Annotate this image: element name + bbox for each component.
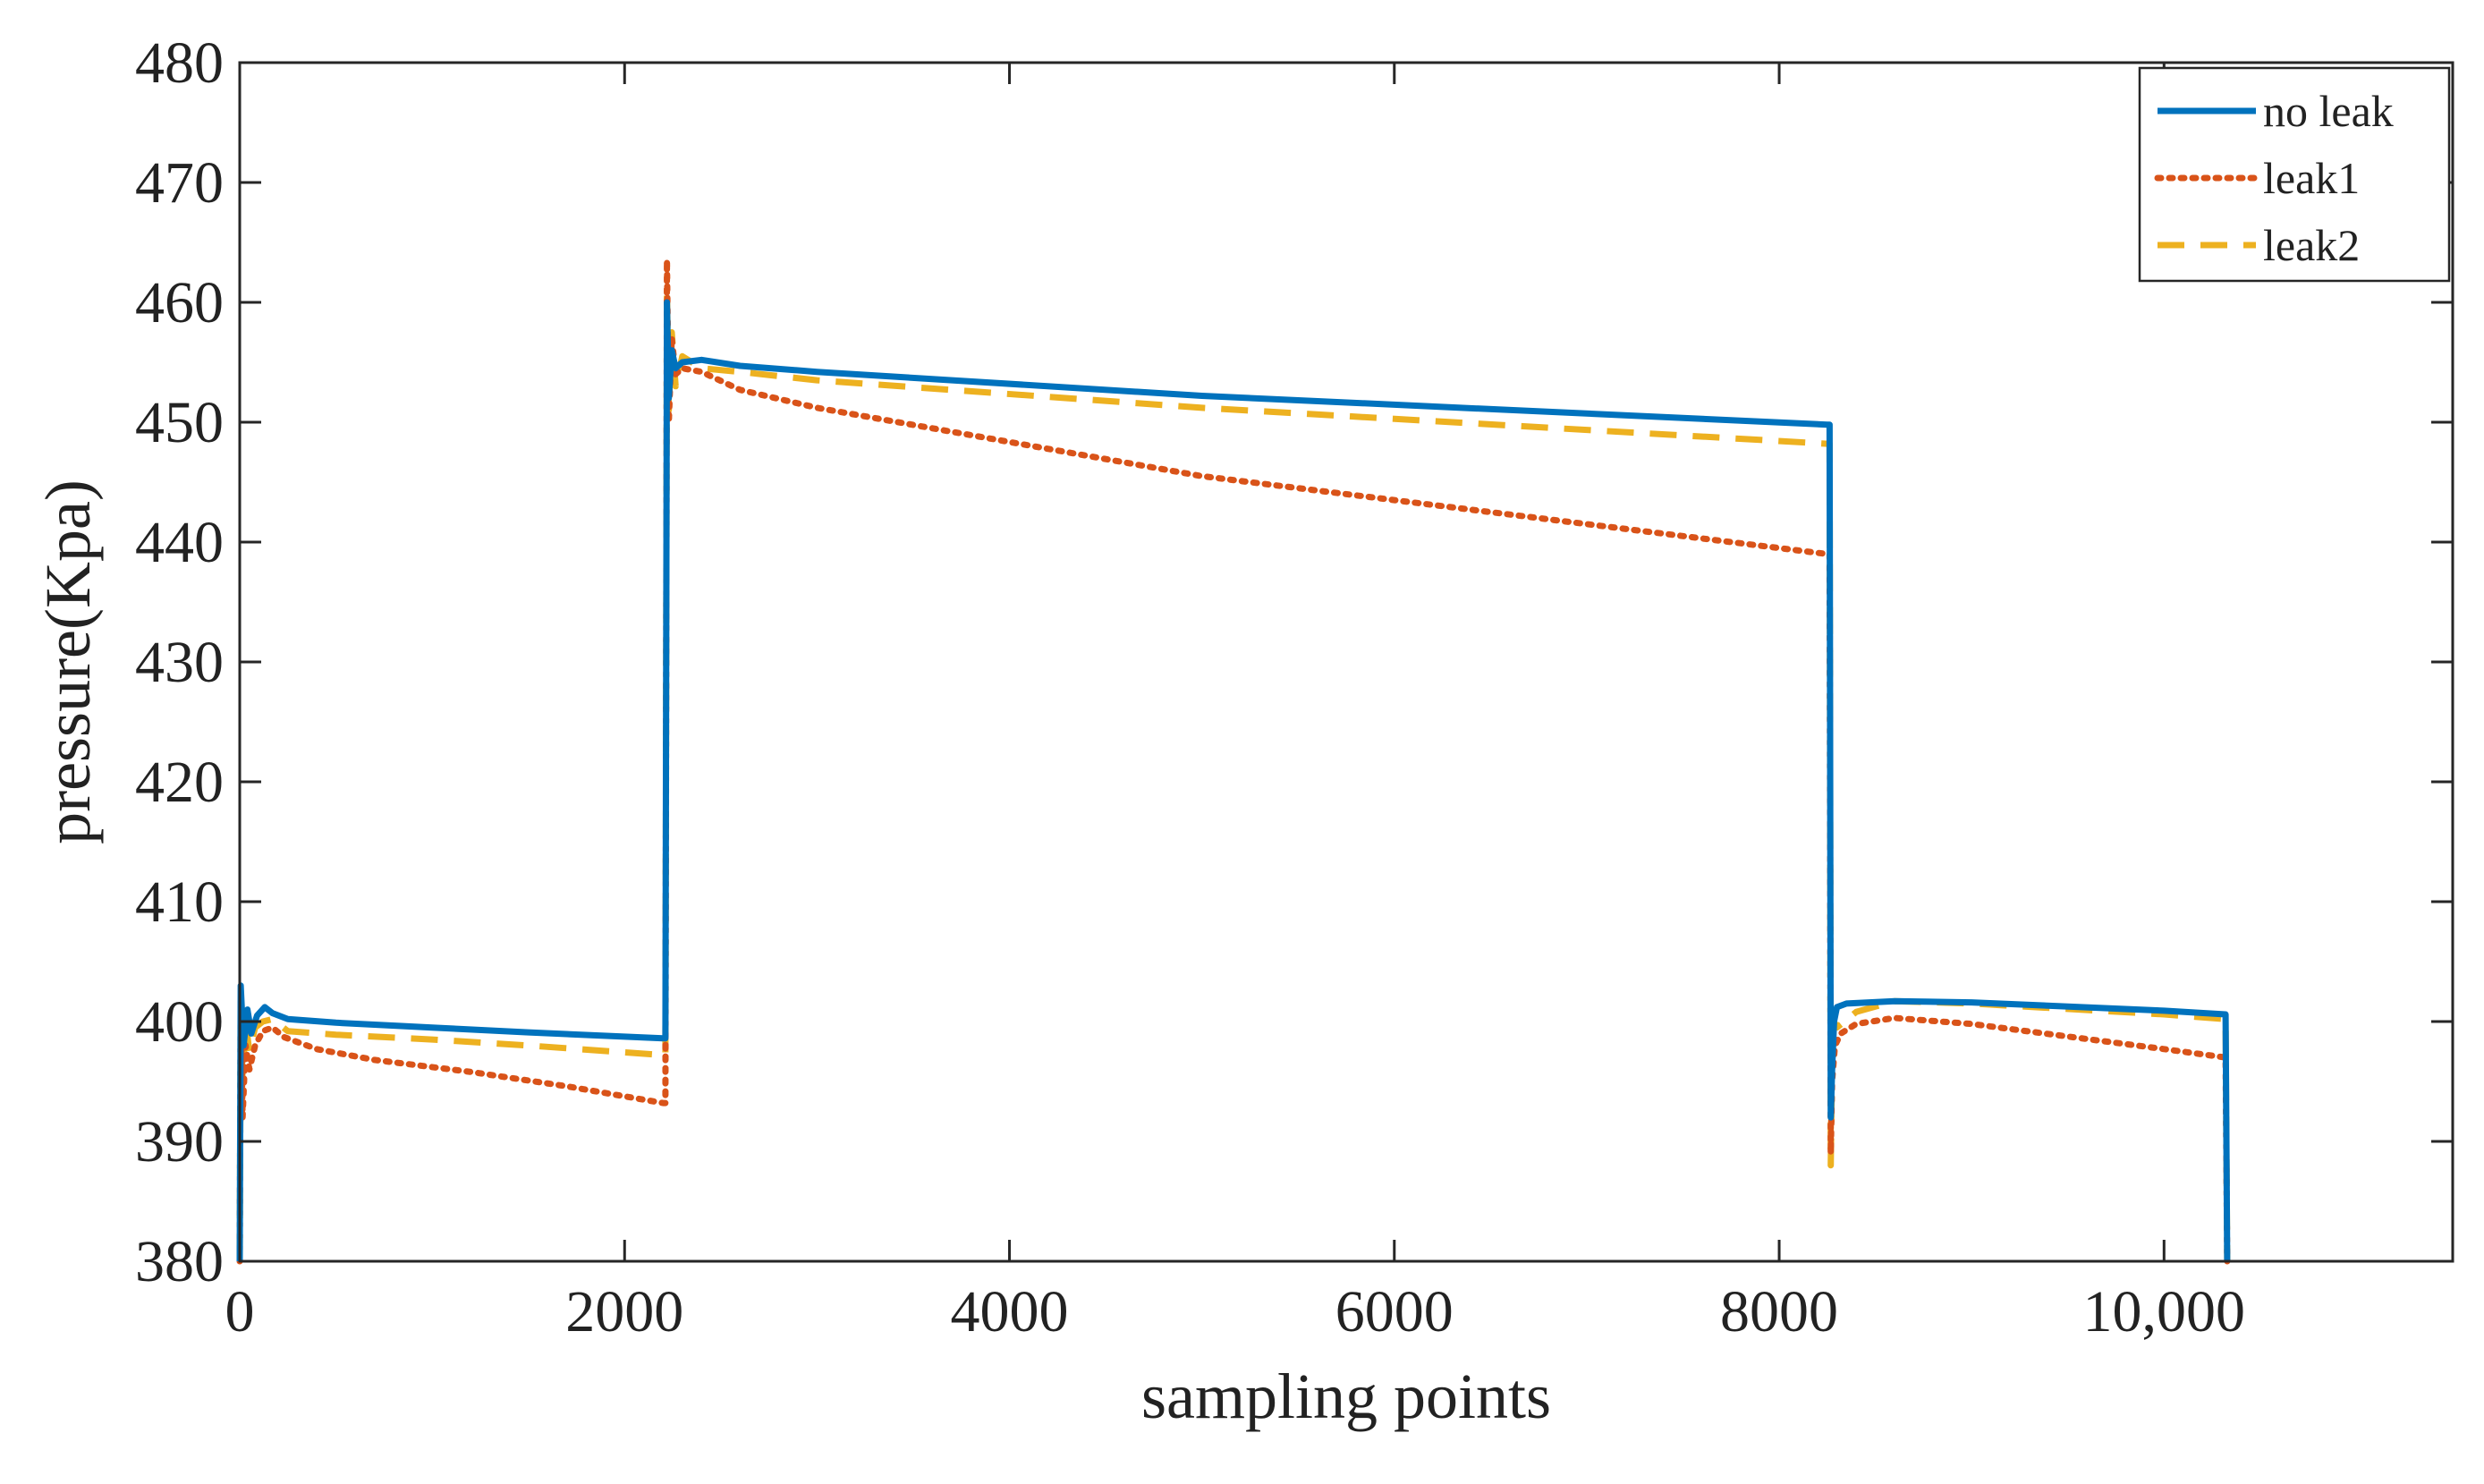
x-tick-label: 4000 bbox=[951, 1279, 1069, 1344]
y-tick-label: 410 bbox=[135, 869, 224, 935]
y-axis-label: pressure(Kpa) bbox=[32, 479, 104, 844]
series-line-leak2 bbox=[236, 287, 2231, 1262]
y-tick-label: 420 bbox=[135, 750, 224, 815]
x-tick-label: 6000 bbox=[1335, 1279, 1454, 1344]
y-tick-label: 430 bbox=[135, 630, 224, 695]
x-tick-label: 0 bbox=[225, 1279, 255, 1344]
legend-label: no leak bbox=[2263, 86, 2394, 136]
series-line-no-leak bbox=[236, 299, 2231, 1262]
x-axis-label: sampling points bbox=[1141, 1361, 1551, 1432]
y-tick-label: 470 bbox=[135, 150, 224, 216]
y-tick-label: 450 bbox=[135, 390, 224, 455]
y-tick-label: 390 bbox=[135, 1109, 224, 1174]
x-tick-label: 2000 bbox=[565, 1279, 683, 1344]
y-tick-label: 440 bbox=[135, 510, 224, 575]
legend-label: leak1 bbox=[2263, 153, 2360, 203]
legend: no leak leak1 leak2 bbox=[2138, 66, 2451, 283]
plot-area-frame bbox=[238, 61, 2454, 1263]
y-tick-label: 400 bbox=[135, 989, 224, 1055]
legend-box bbox=[2138, 66, 2451, 283]
x-tick-label: 8000 bbox=[1720, 1279, 1838, 1344]
x-tick-label: 10,000 bbox=[2083, 1279, 2246, 1344]
y-tick-label: 380 bbox=[135, 1229, 224, 1294]
y-tick-label: 460 bbox=[135, 270, 224, 335]
legend-label: leak2 bbox=[2263, 220, 2360, 270]
y-tick-label: 480 bbox=[135, 30, 224, 96]
